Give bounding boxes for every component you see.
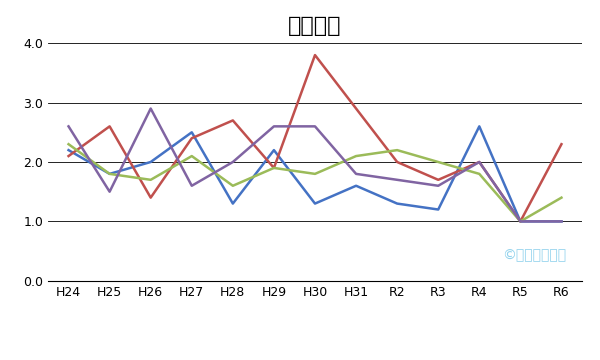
生物応用化学科	[394, 148, 401, 152]
生物応用化学科	[147, 177, 154, 182]
Line: 知能機械工学科: 知能機械工学科	[68, 126, 562, 221]
知能機械工学科	[517, 219, 524, 224]
環境都市工学科	[476, 160, 483, 164]
環境都市工学科	[271, 124, 278, 129]
電気情報工学科	[558, 142, 565, 146]
環境都市工学科	[558, 219, 565, 224]
生物応用化学科	[558, 195, 565, 200]
生物応用化学科	[311, 172, 319, 176]
生物応用化学科	[65, 142, 72, 146]
Line: 電気情報工学科: 電気情報工学科	[68, 55, 562, 221]
知能機械工学科	[311, 201, 319, 206]
電気情報工学科	[476, 160, 483, 164]
生物応用化学科	[271, 166, 278, 170]
電気情報工学科	[147, 195, 154, 200]
環境都市工学科	[147, 107, 154, 111]
環境都市工学科	[106, 189, 113, 194]
電気情報工学科	[517, 219, 524, 224]
知能機械工学科	[188, 130, 196, 135]
Text: ©高専受験計画: ©高専受験計画	[502, 248, 566, 262]
Line: 生物応用化学科: 生物応用化学科	[68, 144, 562, 221]
知能機械工学科	[271, 148, 278, 152]
環境都市工学科	[229, 160, 236, 164]
電気情報工学科	[229, 118, 236, 122]
電気情報工学科	[352, 107, 359, 111]
Line: 環境都市工学科: 環境都市工学科	[68, 109, 562, 221]
生物応用化学科	[229, 184, 236, 188]
電気情報工学科	[65, 154, 72, 158]
電気情報工学科	[106, 124, 113, 129]
生物応用化学科	[434, 160, 442, 164]
生物応用化学科	[106, 172, 113, 176]
生物応用化学科	[517, 219, 524, 224]
電気情報工学科	[311, 53, 319, 57]
環境都市工学科	[434, 184, 442, 188]
知能機械工学科	[352, 184, 359, 188]
Legend: 知能機械工学科, 電気情報工学科, 生物応用化学科, 環境都市工学科: 知能機械工学科, 電気情報工学科, 生物応用化学科, 環境都市工学科	[139, 354, 491, 360]
知能機械工学科	[65, 148, 72, 152]
知能機械工学科	[434, 207, 442, 212]
生物応用化学科	[352, 154, 359, 158]
環境都市工学科	[188, 184, 196, 188]
環境都市工学科	[65, 124, 72, 129]
知能機械工学科	[106, 172, 113, 176]
電気情報工学科	[271, 166, 278, 170]
環境都市工学科	[517, 219, 524, 224]
生物応用化学科	[476, 172, 483, 176]
環境都市工学科	[352, 172, 359, 176]
環境都市工学科	[311, 124, 319, 129]
知能機械工学科	[229, 201, 236, 206]
知能機械工学科	[147, 160, 154, 164]
生物応用化学科	[188, 154, 196, 158]
Title: 学力選抜: 学力選抜	[288, 16, 342, 36]
環境都市工学科	[394, 177, 401, 182]
電気情報工学科	[188, 136, 196, 140]
知能機械工学科	[394, 201, 401, 206]
知能機械工学科	[476, 124, 483, 129]
電気情報工学科	[394, 160, 401, 164]
知能機械工学科	[558, 219, 565, 224]
電気情報工学科	[434, 177, 442, 182]
